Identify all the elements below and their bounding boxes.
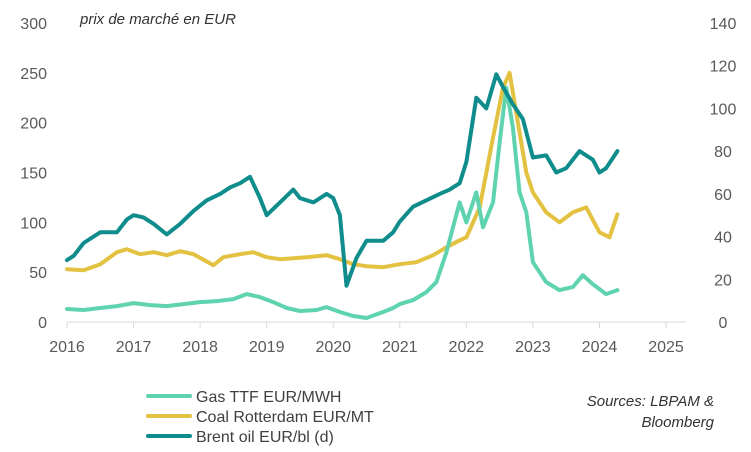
source-line-1: Sources: LBPAM & bbox=[587, 393, 714, 410]
right-tick-80: 80 bbox=[714, 144, 732, 161]
x-tick-2016: 2016 bbox=[49, 339, 85, 356]
legend: Gas TTF EUR/MWH Coal Rotterdam EUR/MT Bren… bbox=[146, 389, 374, 446]
x-tick-2022: 2022 bbox=[449, 339, 485, 356]
left-tick-0: 0 bbox=[38, 315, 47, 332]
series-lines bbox=[65, 70, 620, 320]
x-tick-2023: 2023 bbox=[515, 339, 551, 356]
series-line-gas-ttf-eur-mwh bbox=[65, 85, 620, 320]
legend-label-brent-oil-eur-bl-d: Brent oil EUR/bl (d) bbox=[196, 429, 334, 446]
left-tick-250: 250 bbox=[20, 66, 47, 83]
x-tick-2021: 2021 bbox=[382, 339, 418, 356]
x-tick-2019: 2019 bbox=[249, 339, 285, 356]
right-tick-60: 60 bbox=[714, 187, 732, 204]
right-tick-140: 140 bbox=[710, 16, 737, 33]
legend-label-coal-rotterdam-eur-mt: Coal Rotterdam EUR/MT bbox=[196, 409, 374, 426]
x-tick-2024: 2024 bbox=[582, 339, 618, 356]
x-axis-tick-marks bbox=[66, 322, 667, 328]
x-tick-2018: 2018 bbox=[182, 339, 218, 356]
x-tick-2020: 2020 bbox=[315, 339, 351, 356]
left-tick-150: 150 bbox=[20, 166, 47, 183]
chart-annotation: prix de marché en EUR bbox=[79, 11, 236, 28]
right-tick-100: 100 bbox=[710, 101, 737, 118]
source-line-2: Bloomberg bbox=[641, 414, 714, 431]
series-line-brent-oil-eur-bl-d bbox=[65, 72, 620, 288]
series-line-coal-rotterdam-eur-mt bbox=[65, 70, 620, 273]
right-tick-40: 40 bbox=[714, 230, 732, 247]
left-axis-tick-labels: 0 50 100 150 200 250 300 bbox=[20, 16, 47, 332]
right-tick-0: 0 bbox=[719, 315, 728, 332]
legend-label-gas-ttf-eur-mwh: Gas TTF EUR/MWH bbox=[196, 389, 341, 406]
right-tick-20: 20 bbox=[714, 272, 732, 289]
left-tick-50: 50 bbox=[29, 265, 47, 282]
left-tick-100: 100 bbox=[20, 215, 47, 232]
x-axis-tick-labels: 2016 2017 2018 2019 2020 2021 2022 2023 2024 2025 bbox=[49, 339, 684, 356]
right-axis-tick-labels: 0 20 40 60 80 100 120 140 bbox=[710, 16, 737, 332]
right-tick-120: 120 bbox=[710, 59, 737, 76]
x-tick-2017: 2017 bbox=[116, 339, 152, 356]
left-tick-300: 300 bbox=[20, 16, 47, 33]
x-tick-2025: 2025 bbox=[648, 339, 684, 356]
left-tick-200: 200 bbox=[20, 116, 47, 133]
